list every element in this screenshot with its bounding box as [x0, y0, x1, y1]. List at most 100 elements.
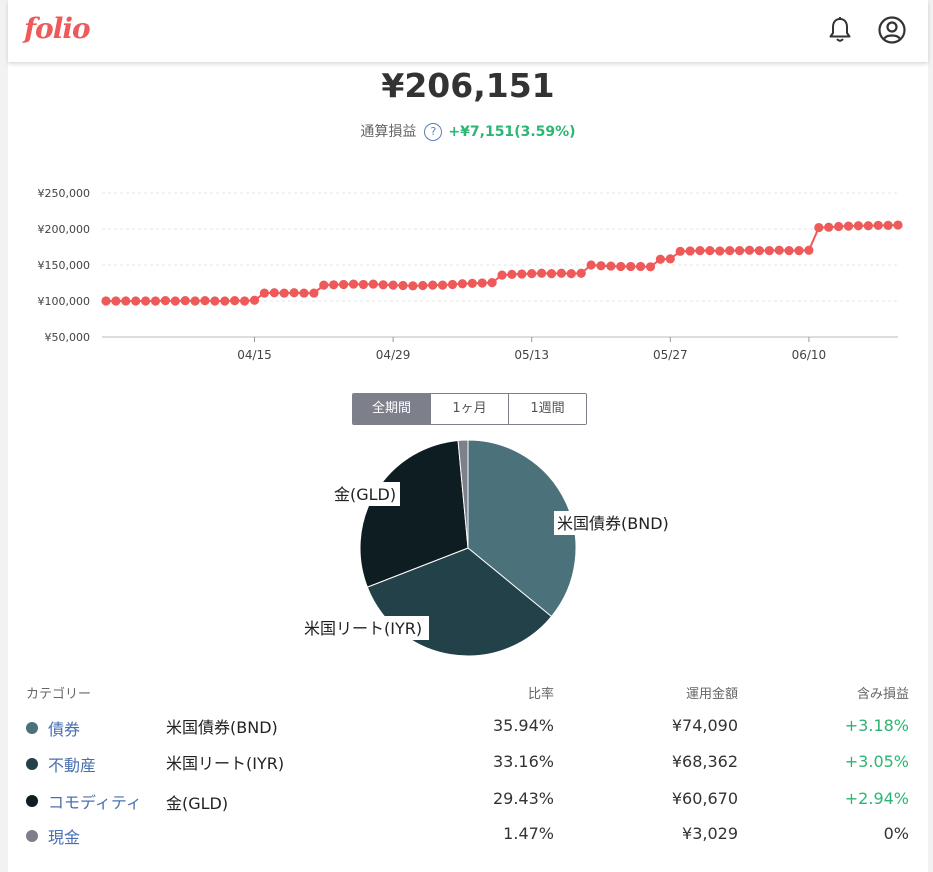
x-tick-label: 04/15 [237, 348, 272, 362]
data-point [824, 222, 834, 232]
data-point [853, 221, 864, 231]
data-point [754, 246, 765, 256]
data-point [645, 262, 656, 272]
header-amount: 運用金額 [685, 687, 738, 702]
pie-label-bg-bnd [554, 511, 679, 535]
data-point [626, 261, 636, 272]
app-header: folio [8, 0, 928, 62]
data-point [240, 296, 250, 306]
category-color-dot [26, 722, 38, 734]
data-point [883, 220, 893, 230]
data-point [210, 296, 220, 306]
y-tick-label: ¥200,000 [38, 223, 91, 236]
ratio-value: 29.43% [492, 789, 554, 808]
pie-slice-bnd [467, 439, 577, 618]
y-tick-label: ¥100,000 [38, 295, 91, 308]
category-link[interactable]: 現金 [48, 828, 81, 847]
bell-icon[interactable] [824, 14, 856, 46]
category-link[interactable]: コモディティ [48, 793, 142, 812]
data-point [447, 279, 458, 290]
pl-value: +2.94% [844, 789, 909, 808]
data-point [230, 296, 240, 306]
data-point [705, 246, 715, 256]
pl-value: +¥7,151 [448, 124, 515, 140]
data-point [190, 296, 200, 306]
y-tick-label: ¥50,000 [45, 331, 91, 344]
table-row: 現金 1.47% ¥3,029 0% [8, 821, 928, 849]
user-circle-icon[interactable] [876, 14, 908, 46]
data-point [398, 280, 408, 291]
app-page: folio ¥206,151 通算損益? +¥7,151(3.59%) ¥250,… [8, 0, 928, 872]
total-pl-row: 通算損益? +¥7,151(3.59%) [8, 121, 928, 141]
pie-label-bnd: 米国債券(BND) [557, 514, 669, 533]
data-point [566, 269, 576, 279]
data-point [685, 246, 695, 256]
amount-value: ¥60,670 [671, 789, 738, 808]
data-point [111, 296, 121, 306]
period-1month-button[interactable]: 1ヶ月 [430, 394, 508, 424]
data-point [180, 296, 190, 306]
data-point [438, 280, 448, 290]
data-point [428, 280, 438, 290]
series-line [106, 224, 899, 303]
period-all-button[interactable]: 全期間 [353, 394, 430, 424]
data-point [200, 296, 210, 306]
data-point [863, 221, 873, 231]
category-color-dot [26, 795, 38, 807]
data-point [517, 269, 527, 279]
data-point [616, 261, 626, 272]
period-1week-button[interactable]: 1週間 [508, 394, 586, 424]
x-tick-label: 05/27 [653, 348, 688, 362]
data-point [160, 296, 170, 306]
folio-logo[interactable]: folio [24, 12, 91, 45]
data-point [596, 261, 606, 271]
data-point [279, 288, 289, 298]
data-point [725, 246, 735, 256]
data-point [259, 288, 269, 298]
data-point [873, 220, 883, 230]
data-point [131, 296, 141, 306]
data-point [368, 279, 378, 289]
data-point [834, 221, 844, 232]
data-point [675, 246, 685, 256]
table-row: 債券 米国債券(BND) 35.94% ¥74,090 +3.18% [8, 713, 928, 741]
data-point [794, 246, 804, 256]
data-point [636, 261, 646, 272]
data-point [744, 245, 755, 255]
data-point [101, 296, 111, 306]
x-tick-label: 05/13 [514, 348, 549, 362]
amount-value: ¥3,029 [682, 824, 738, 843]
data-point [408, 281, 418, 291]
data-point [893, 220, 903, 230]
data-point [606, 261, 616, 271]
ratio-value: 35.94% [492, 716, 554, 735]
data-point [497, 270, 507, 280]
pie-label-iyr: 米国リート(IYR) [304, 619, 422, 638]
data-point [289, 288, 299, 298]
data-point [457, 279, 467, 289]
header-ratio: 比率 [527, 687, 554, 702]
category-color-dot [26, 758, 38, 770]
data-point [764, 246, 774, 256]
pie-label-bg-iyr [301, 616, 429, 640]
data-point [546, 269, 557, 279]
question-circle-icon[interactable]: ? [424, 123, 443, 141]
data-point [418, 280, 428, 291]
category-link[interactable]: 債券 [48, 720, 81, 739]
data-point [348, 279, 359, 289]
table-row: 不動産 米国リート(IYR) 33.16% ¥68,362 +3.05% [8, 749, 928, 777]
data-point [715, 246, 725, 256]
category-link[interactable]: 不動産 [48, 756, 97, 775]
data-point [507, 269, 517, 279]
data-point [477, 278, 487, 288]
category-color-dot [26, 830, 38, 842]
data-point [329, 280, 339, 290]
ratio-value: 1.47% [503, 824, 554, 843]
amount-value: ¥74,090 [671, 716, 738, 735]
pl-percent: (3.59%) [514, 124, 576, 140]
ratio-value: 33.16% [492, 752, 554, 771]
data-point [121, 296, 131, 306]
pl-value: 0% [883, 824, 909, 843]
pie-label-bg-gld [331, 482, 400, 506]
pie-label-gld: 金(GLD) [334, 485, 396, 504]
